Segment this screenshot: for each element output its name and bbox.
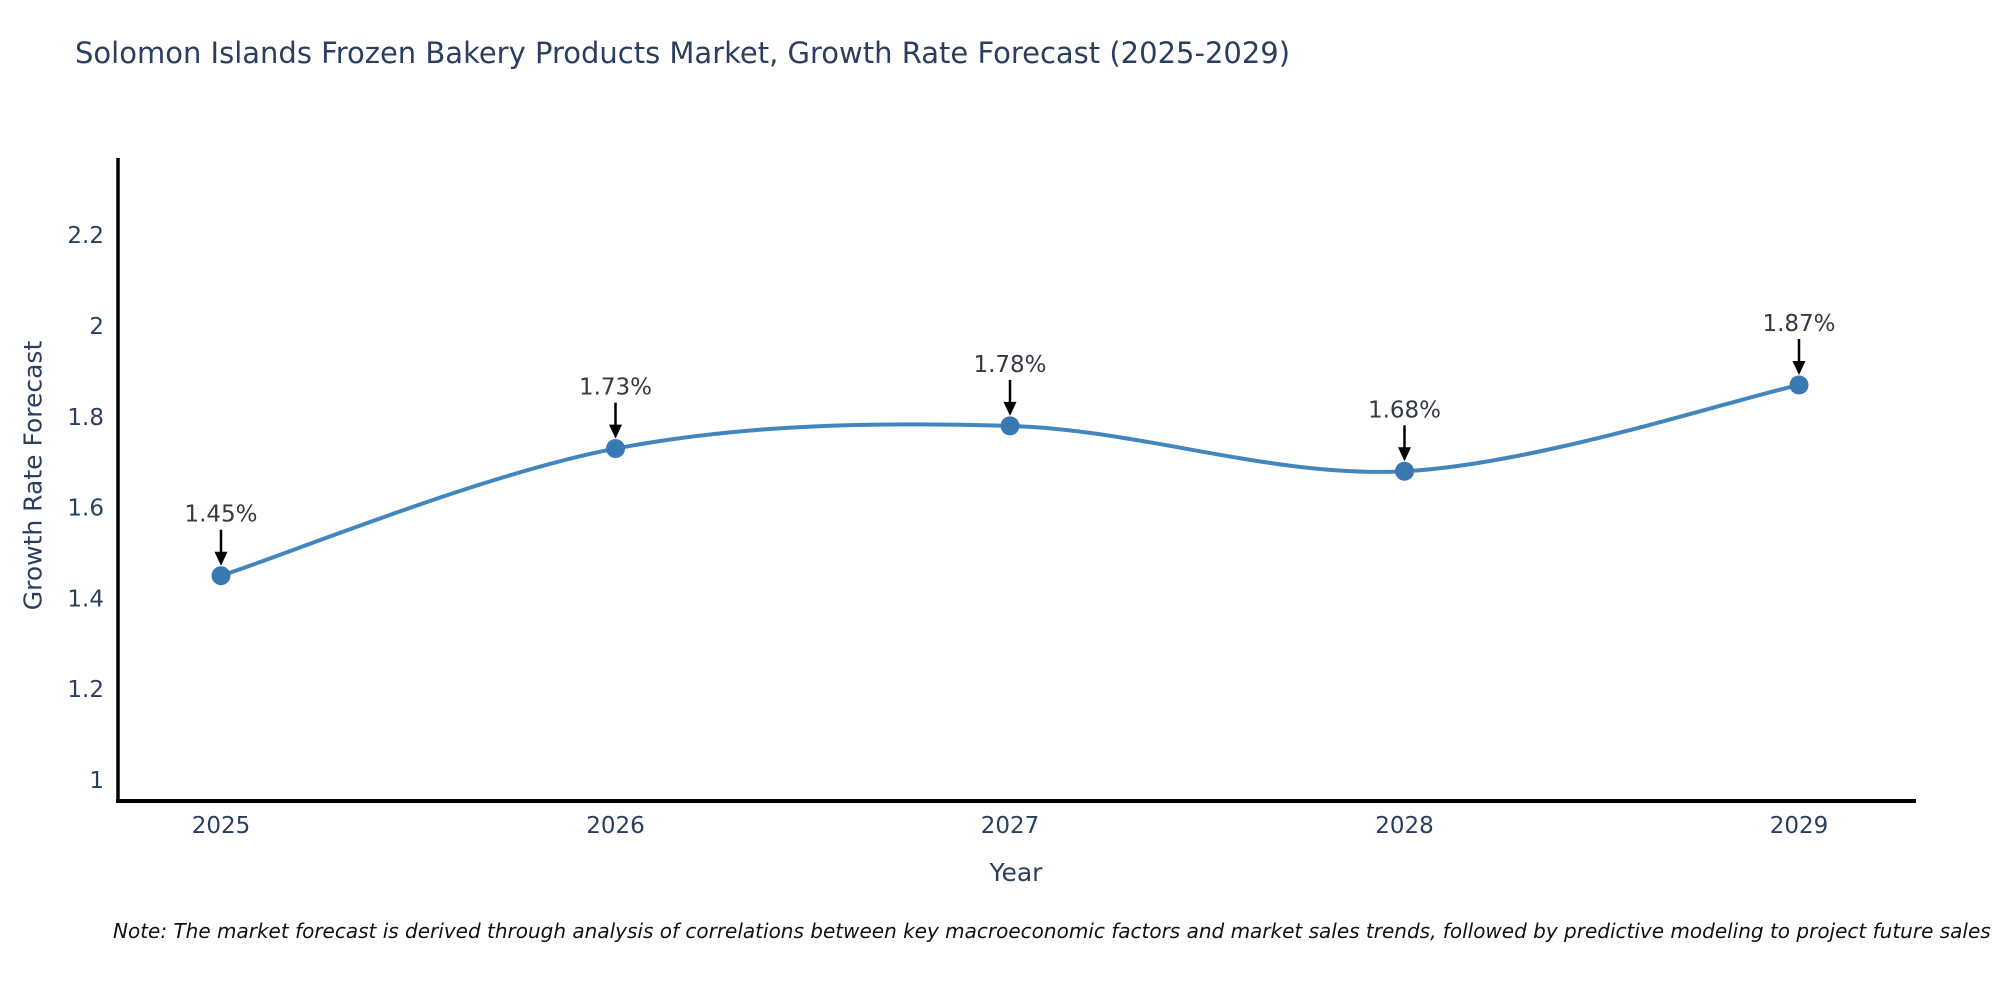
- x-tick-labels: 2025 2026 2027 2028 2029: [192, 813, 1829, 839]
- annotation-arrowhead-icon: [1398, 447, 1411, 462]
- data-point-marker: [1789, 375, 1809, 395]
- annotation-arrowhead-icon: [1792, 361, 1806, 376]
- data-point-marker: [1000, 416, 1020, 436]
- point-value-label: 1.45%: [184, 502, 257, 528]
- y-tick-label: 1: [89, 768, 104, 794]
- x-tick-label: 2025: [192, 813, 251, 839]
- y-tick-label: 1.6: [67, 496, 104, 522]
- annotation-arrowhead-icon: [1003, 401, 1017, 416]
- y-tick-label: 1.2: [67, 677, 104, 703]
- y-tick-label: 1.8: [67, 405, 104, 431]
- x-tick-label: 2027: [981, 813, 1040, 839]
- x-tick-label: 2028: [1375, 813, 1434, 839]
- y-tick-labels: 2.2 2 1.8 1.6 1.4 1.2 1: [67, 223, 104, 794]
- y-tick-label: 2: [89, 314, 104, 340]
- point-value-label: 1.68%: [1368, 397, 1441, 423]
- point-value-label: 1.87%: [1762, 311, 1835, 337]
- footnote: Note: The market forecast is derived thr…: [113, 919, 1991, 943]
- y-tick-label: 1.4: [67, 586, 104, 612]
- x-tick-label: 2026: [586, 813, 645, 839]
- point-annotations: 1.45% 1.73% 1.78% 1.68% 1.87%: [184, 311, 1836, 566]
- annotation-arrowhead-icon: [609, 424, 622, 439]
- x-tick-label: 2029: [1770, 813, 1829, 839]
- point-value-label: 1.78%: [973, 352, 1046, 378]
- annotation-arrowhead-icon: [214, 551, 228, 566]
- point-value-label: 1.73%: [579, 375, 652, 401]
- data-point-marker: [1395, 461, 1414, 481]
- data-point-markers: [211, 375, 1809, 586]
- data-point-marker: [606, 439, 625, 459]
- data-point-marker: [211, 566, 231, 586]
- chart-title: Solomon Islands Frozen Bakery Products M…: [75, 36, 1291, 70]
- x-axis-title: Year: [989, 858, 1043, 887]
- y-tick-label: 2.2: [67, 223, 104, 249]
